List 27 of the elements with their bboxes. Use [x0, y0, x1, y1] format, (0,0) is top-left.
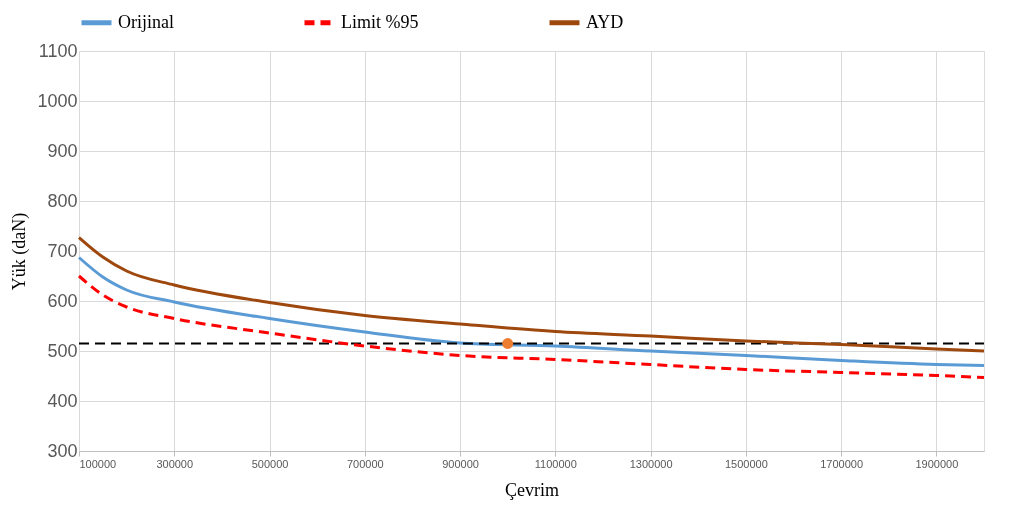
- y-tick-label: 800: [47, 190, 78, 211]
- y-tick-label: 1100: [38, 40, 78, 61]
- line-series: [77, 256, 986, 367]
- x-tick-label: 1700000: [820, 457, 864, 470]
- y-tick-label: 400: [47, 390, 78, 411]
- x-tick-label: 700000: [346, 457, 384, 470]
- y-tick-label: 700: [47, 240, 78, 261]
- y-tick-label: 900: [47, 140, 78, 161]
- legend-label: Orijinal: [118, 11, 174, 32]
- line-series: [77, 274, 986, 379]
- y-tick-label: 600: [47, 290, 78, 311]
- y-tick-label: 1000: [37, 90, 78, 111]
- legend-label: AYD: [586, 11, 624, 32]
- x-tick-label: 500000: [251, 457, 289, 470]
- x-tick-label: 900000: [442, 457, 479, 470]
- x-tick-label: 1500000: [724, 457, 768, 470]
- x-tick-label: 1900000: [915, 457, 959, 470]
- y-tick-label: 300: [47, 440, 78, 461]
- x-tick-label: 1300000: [629, 457, 673, 470]
- x-tick-label: 100000: [79, 457, 117, 470]
- line-series: [77, 236, 986, 353]
- y-axis-title: Yük (daN): [9, 212, 31, 291]
- y-tick-label: 500: [47, 340, 78, 361]
- x-axis-title: Çevrim: [505, 479, 559, 500]
- x-tick-label: 300000: [156, 457, 194, 470]
- x-tick-label: 1100000: [534, 457, 577, 470]
- legend-label: Limit %95: [341, 11, 419, 32]
